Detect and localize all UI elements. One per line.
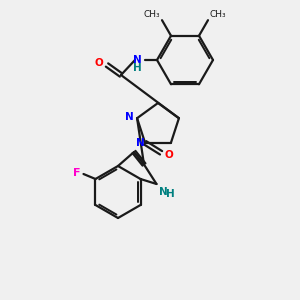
Text: N: N — [125, 112, 134, 122]
Text: H: H — [166, 189, 174, 199]
Text: O: O — [164, 150, 173, 160]
Text: F: F — [73, 168, 80, 178]
Text: N: N — [136, 138, 145, 148]
Text: N: N — [133, 55, 142, 65]
Text: O: O — [94, 58, 103, 68]
Text: CH₃: CH₃ — [210, 10, 226, 19]
Text: CH₃: CH₃ — [143, 10, 160, 19]
Text: N: N — [158, 187, 167, 197]
Text: H: H — [133, 63, 142, 73]
